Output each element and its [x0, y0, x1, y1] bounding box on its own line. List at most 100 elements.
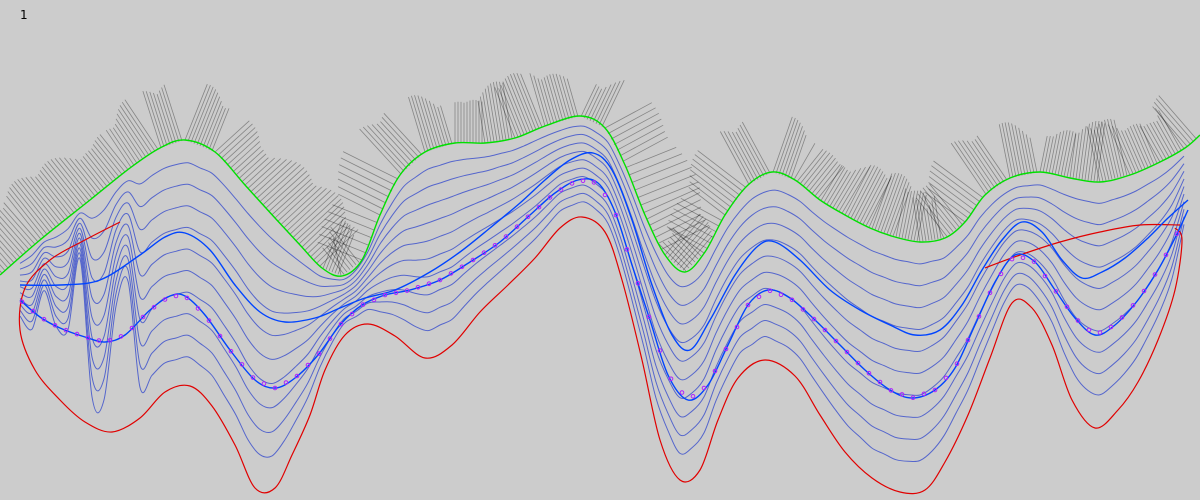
normal-line	[727, 131, 756, 182]
normal-line	[690, 163, 738, 200]
normal-line	[493, 82, 504, 141]
normal-line	[92, 144, 120, 178]
normal-line	[328, 211, 375, 231]
normal-line	[808, 157, 836, 192]
normal-line	[99, 134, 129, 170]
sample-marker	[954, 361, 960, 367]
offset-curve	[19, 142, 1185, 325]
normal-line	[74, 158, 102, 192]
offset-curve	[19, 184, 1185, 418]
normal-line	[666, 226, 708, 249]
normal-line	[1121, 130, 1140, 172]
normal-line	[811, 161, 838, 194]
normal-line	[440, 105, 453, 145]
normal-line	[957, 140, 993, 191]
normal-line	[598, 80, 621, 126]
normal-line	[1004, 122, 1017, 177]
normal-line	[1158, 95, 1197, 139]
normal-line	[277, 185, 317, 222]
normal-line	[1039, 136, 1048, 173]
sample-marker	[822, 327, 828, 333]
normal-line	[105, 129, 132, 168]
normal-line	[0, 209, 33, 248]
sample-marker	[591, 180, 597, 185]
normal-line	[307, 216, 347, 254]
normal-line	[487, 85, 498, 142]
sample-marker	[1152, 272, 1158, 277]
normal-line	[41, 166, 78, 211]
normal-line	[802, 152, 831, 187]
normal-line	[741, 121, 771, 174]
normal-line	[646, 192, 701, 220]
sample-marker	[250, 375, 256, 380]
normal-line	[719, 131, 750, 185]
normal-line	[94, 140, 123, 175]
normal-line	[672, 233, 699, 260]
normal-line	[676, 225, 711, 266]
normal-line	[658, 219, 705, 244]
normal-line	[80, 159, 105, 190]
normal-line	[9, 187, 48, 235]
normal-line	[85, 153, 111, 185]
sample-marker	[613, 212, 619, 218]
normal-line	[298, 202, 344, 245]
normal-line	[339, 164, 393, 192]
normal-line	[634, 166, 692, 191]
normal-line	[326, 246, 348, 273]
normal-line	[383, 113, 423, 156]
normal-line	[116, 113, 147, 158]
normal-line	[883, 175, 905, 234]
normal-line	[1143, 125, 1164, 161]
normal-line	[998, 124, 1011, 179]
normal-line	[670, 218, 707, 261]
normal-line	[342, 151, 399, 180]
normal-line	[928, 182, 972, 215]
normal-line	[6, 195, 42, 240]
normal-line	[859, 174, 886, 223]
sample-marker	[734, 324, 740, 330]
sample-marker	[811, 316, 817, 322]
normal-line	[247, 158, 281, 189]
normal-line	[114, 123, 141, 162]
normal-line	[115, 118, 144, 160]
sample-marker	[800, 307, 806, 312]
normal-line	[898, 191, 909, 238]
sample-marker	[360, 302, 366, 307]
normal-line	[929, 170, 978, 207]
normal-line	[424, 98, 441, 148]
normal-line	[835, 168, 862, 210]
normal-line	[919, 190, 954, 232]
sample-marker	[866, 370, 872, 376]
normal-line	[330, 226, 360, 263]
normal-line	[844, 164, 872, 216]
normal-line	[793, 143, 816, 180]
normal-line	[772, 116, 793, 173]
frame-label: 1	[20, 8, 28, 22]
normal-line	[796, 148, 824, 182]
normal-line	[149, 91, 168, 146]
normal-line	[661, 225, 710, 250]
normal-line	[1060, 130, 1071, 177]
normal-line	[926, 208, 933, 241]
normal-line	[156, 93, 174, 144]
normal-line	[619, 131, 665, 157]
normal-line	[121, 101, 156, 152]
offset-curve	[19, 150, 1185, 344]
normal-line	[1086, 126, 1101, 183]
normal-line	[1107, 124, 1131, 176]
normal-line	[325, 220, 346, 270]
sample-marker	[283, 380, 289, 385]
normal-line	[259, 164, 301, 202]
normal-line	[529, 73, 546, 127]
normal-line	[533, 75, 549, 126]
normal-line	[1072, 132, 1080, 179]
normal-line	[1107, 119, 1122, 178]
normal-line	[1078, 126, 1087, 180]
normal-line	[244, 157, 275, 186]
normal-line	[656, 241, 687, 272]
normal-line	[112, 127, 138, 164]
normal-line	[30, 176, 66, 221]
normal-line	[109, 128, 135, 166]
normal-line	[1113, 119, 1128, 176]
